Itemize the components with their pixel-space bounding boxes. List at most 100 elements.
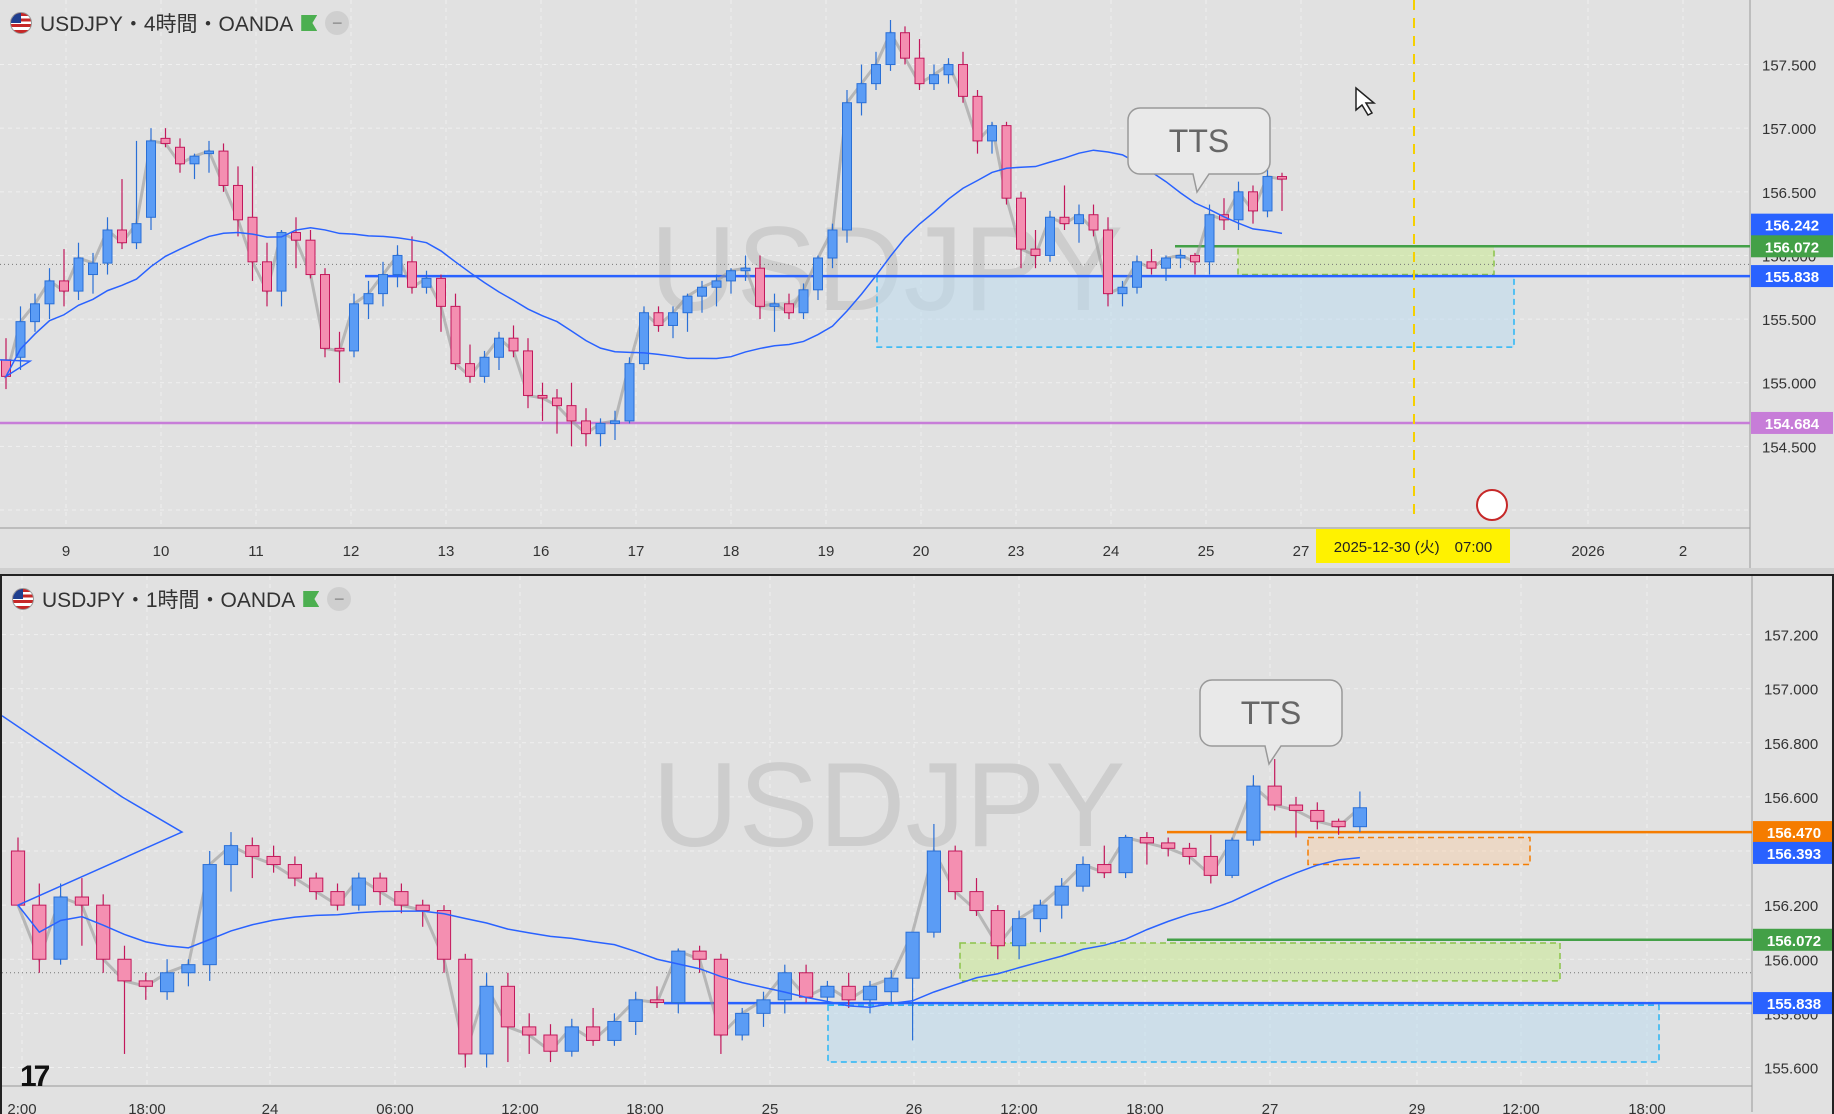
bottom-x-tick: 27 (1262, 1101, 1279, 1114)
bottom-x-tick: 12:00 (501, 1101, 539, 1114)
bottom-candle (1097, 864, 1112, 874)
top-x-tick: 10 (153, 543, 170, 560)
top-x-tick: 11 (248, 543, 264, 560)
bottom-price-label: 156.470 (1767, 825, 1821, 842)
bottom-candle (713, 958, 729, 1036)
top-candle (610, 420, 620, 424)
top-candle (943, 64, 954, 76)
bottom-candle (479, 985, 494, 1055)
top-candle (436, 277, 446, 307)
top-candle (479, 356, 490, 377)
bottom-candle (649, 999, 665, 1004)
collapse-icon[interactable]: − (327, 587, 352, 611)
top-candle (30, 303, 40, 323)
top-candle (1030, 248, 1041, 256)
chart-title-1h-text: USDJPY・1時間・OANDA (42, 589, 296, 612)
top-candle (363, 293, 374, 305)
top-candle (1132, 261, 1142, 288)
top-candle (653, 312, 664, 326)
top-candle (682, 295, 693, 314)
chart-pane-4h[interactable]: USDJPYTTS157.500157.000156.500156.000155… (0, 0, 1834, 568)
chart-pane-1h[interactable]: USDJPY TTS 157.200 157.000 156.800 156.600 156… (0, 574, 1834, 1114)
chart-title-4h: USDJPY・4時間・OANDA − (10, 8, 350, 38)
bottom-x-tick: 18:00 (128, 1101, 166, 1114)
bottom-candle (181, 964, 196, 974)
bottom-candle (458, 958, 473, 1055)
top-price-label: 154.684 (1765, 416, 1820, 433)
top-candle (624, 363, 635, 422)
top-candle (392, 254, 403, 276)
bottom-candle (1203, 855, 1218, 876)
bottom-candle (841, 985, 856, 1001)
bottom-candle (1224, 839, 1240, 876)
top-x-tick: 16 (533, 543, 550, 560)
bottom-candle (372, 877, 388, 893)
top-candle (1161, 257, 1171, 269)
tradingview-logo-icon[interactable]: 17 (20, 1060, 50, 1093)
chart-4h-canvas[interactable]: USDJPYTTS157.500157.000156.500156.000155… (0, 0, 1834, 568)
collapse-icon[interactable]: − (325, 11, 350, 35)
bottom-zone-2 (827, 1004, 1660, 1063)
top-price-label: 156.242 (1765, 218, 1819, 235)
bottom-x-tick: 24 (262, 1101, 279, 1114)
bottom-price-label-bg (1753, 821, 1832, 844)
bottom-candle (10, 850, 26, 906)
top-candle (697, 286, 707, 297)
bottom-x-tick: 12:00 (1000, 1101, 1038, 1114)
top-candle (711, 280, 722, 288)
bottom-candle (820, 985, 835, 998)
top-candle (247, 216, 258, 263)
bottom-candle (351, 877, 366, 906)
top-candle (1175, 254, 1186, 259)
bottom-price-label-bg (1753, 992, 1832, 1015)
bottom-x-tick: 18:00 (626, 1101, 664, 1114)
top-candle (189, 155, 200, 165)
top-candle (407, 261, 417, 288)
bottom-candle (394, 891, 409, 906)
top-y-tick: 157.000 (1762, 121, 1816, 138)
chart-1h-canvas[interactable]: USDJPY TTS 157.200 157.000 156.800 156.600 156… (2, 576, 1834, 1114)
bottom-price-label: 156.072 (1767, 933, 1821, 950)
bottom-candle (926, 850, 942, 933)
bottom-candle (309, 877, 324, 893)
top-x-tick: 12 (343, 543, 360, 560)
us-flag-icon (12, 588, 34, 610)
bottom-y-tick: 157.200 (1764, 628, 1818, 645)
bottom-candle (223, 845, 239, 866)
top-candle (1016, 197, 1026, 250)
bottom-candle (1246, 785, 1261, 841)
top-candle (291, 232, 301, 241)
top-x-tick: 24 (1103, 543, 1120, 560)
top-candle (349, 303, 359, 352)
green-flag-icon[interactable] (301, 15, 318, 31)
top-candle (1233, 191, 1244, 221)
bottom-candle (330, 891, 345, 906)
top-candle (73, 257, 84, 292)
top-candle (1277, 176, 1287, 180)
bottom-tts-callout (1199, 679, 1343, 766)
bottom-candle (287, 864, 303, 879)
bottom-y-tick: 157.000 (1764, 682, 1818, 699)
top-x-tick: 25 (1198, 543, 1215, 560)
top-candle (175, 146, 185, 165)
bottom-candle (905, 931, 920, 979)
top-price-label-bg (1751, 213, 1833, 236)
chart-title-4h-text: USDJPY・4時間・OANDA (40, 13, 294, 36)
bottom-candle (777, 972, 792, 1001)
top-x-tick: 23 (1008, 543, 1025, 560)
bottom-candle (74, 896, 90, 906)
top-price-label-bg (1751, 265, 1833, 288)
bottom-y-tick: 156.800 (1764, 736, 1818, 753)
bottom-candle (607, 1020, 622, 1041)
top-candle (1088, 214, 1099, 231)
top-candle (131, 223, 142, 244)
top-y-tick: 157.500 (1762, 58, 1816, 75)
bottom-candle (1118, 837, 1133, 874)
top-zone-0 (1237, 245, 1495, 276)
pane-divider[interactable] (0, 568, 1834, 574)
bottom-candle (585, 1026, 601, 1041)
top-candle (1045, 216, 1055, 256)
top-candle (160, 137, 171, 144)
green-flag-icon[interactable] (303, 591, 320, 607)
top-candle (842, 102, 852, 231)
